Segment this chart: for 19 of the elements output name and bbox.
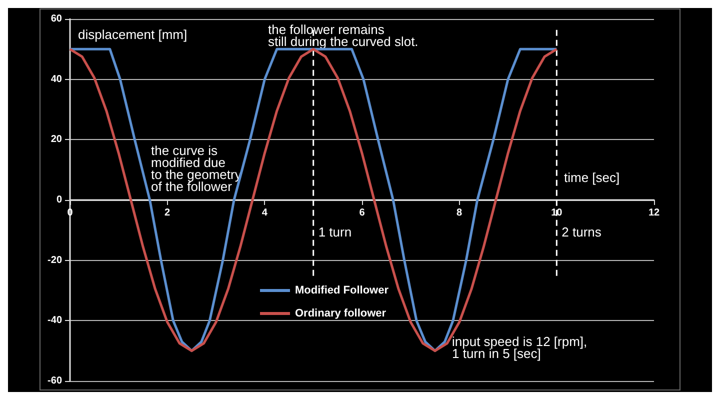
y-axis-title: displacement [mm]: [78, 27, 188, 42]
y-tick-label: 60: [50, 14, 62, 24]
ref-line-label: 1 turn: [318, 224, 352, 240]
x-tick-label: 6: [359, 208, 366, 218]
y-tick-label: 40: [50, 74, 62, 85]
x-axis-title: time [sec]: [564, 170, 620, 185]
y-tick-label: 20: [50, 134, 62, 146]
x-tick-label: 8: [456, 208, 463, 218]
y-tick-label: -60: [48, 376, 62, 386]
x-tick-label: 12: [648, 208, 660, 218]
x-tick-label: 4: [262, 208, 268, 218]
y-tick-label: 0: [56, 194, 62, 206]
annotation: input speed is 12 [rpm], 1 turn in 5 [sec]: [452, 334, 588, 361]
legend-label: Modified Follower: [295, 284, 390, 296]
legend-label: Ordinary follower: [295, 308, 387, 320]
ref-line-label: 2 turns: [562, 224, 602, 240]
y-tick-label: -20: [48, 254, 62, 266]
x-tick-label: 2: [164, 208, 171, 218]
y-tick-label: -40: [48, 315, 62, 326]
